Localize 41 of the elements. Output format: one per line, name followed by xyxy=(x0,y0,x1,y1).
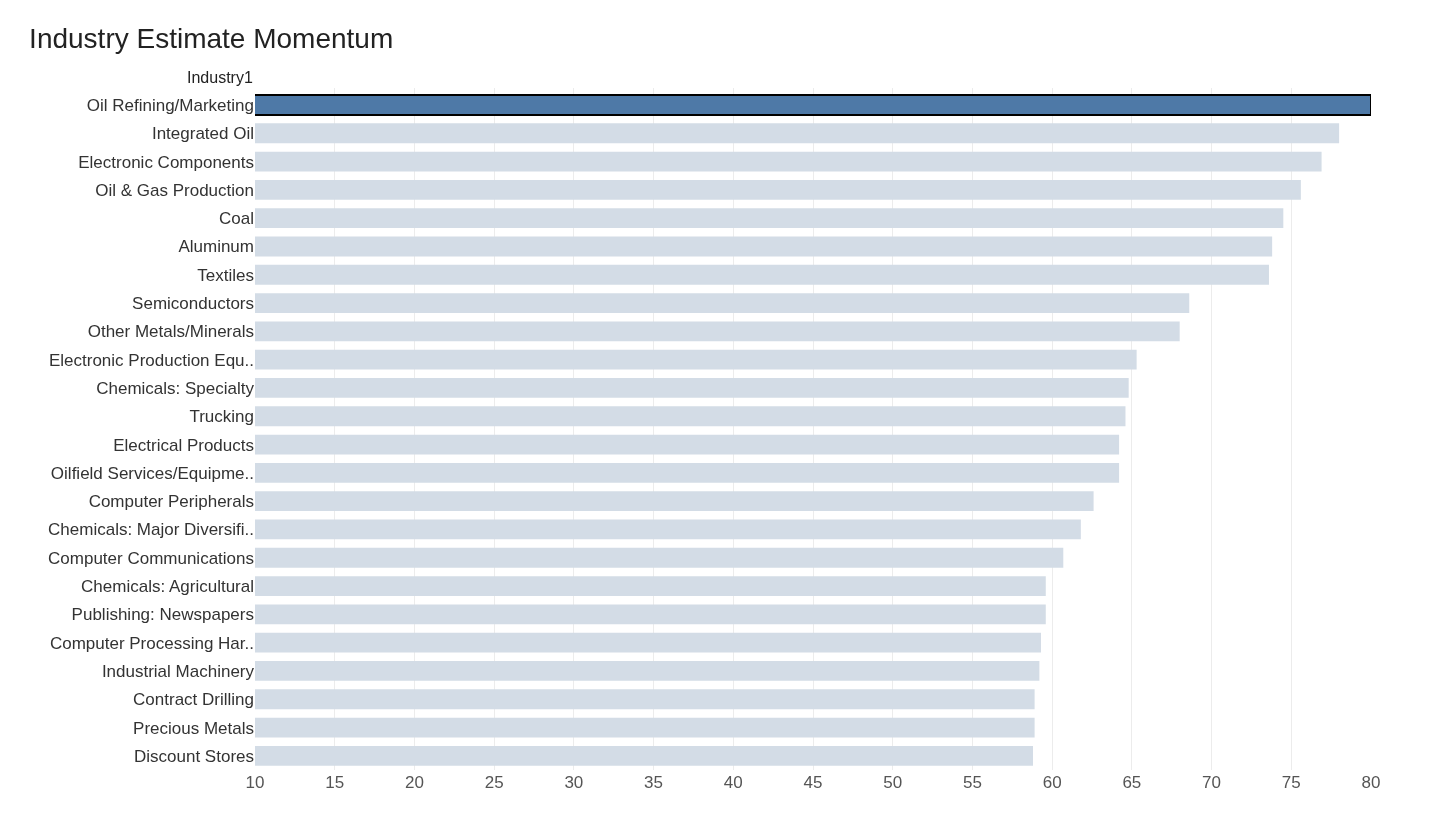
y-tick-label: Other Metals/Minerals xyxy=(87,322,254,342)
chart-title: Industry Estimate Momentum xyxy=(29,23,394,55)
y-tick-label: Semiconductors xyxy=(132,294,254,314)
y-tick-label: Trucking xyxy=(189,407,254,427)
y-tick-label: Discount Stores xyxy=(134,746,254,766)
y-tick-label: Computer Peripherals xyxy=(88,492,254,512)
y-tick-label: Chemicals: Major Diversifi.. xyxy=(48,520,254,540)
y-tick-label: Coal xyxy=(219,209,254,229)
y-tick-label: Oil & Gas Production xyxy=(95,180,254,200)
y-tick-label: Textiles xyxy=(197,265,254,285)
x-tick-label: 65 xyxy=(1122,773,1142,792)
y-tick-label: Computer Communications xyxy=(48,548,254,568)
y-tick-label: Oil Refining/Marketing xyxy=(86,95,254,115)
y-tick-label: Computer Processing Har.. xyxy=(49,633,254,653)
x-tick-label: 25 xyxy=(484,773,504,792)
x-tick-label: 30 xyxy=(564,773,584,792)
x-tick-label: 20 xyxy=(404,773,424,792)
x-tick-label: 10 xyxy=(245,773,265,792)
x-tick-label: 40 xyxy=(723,773,743,792)
y-tick-label: Publishing: Newspapers xyxy=(71,605,254,625)
y-axis-title: Industry1 xyxy=(187,69,253,86)
y-tick-label: Oilfield Services/Equipme.. xyxy=(50,463,254,483)
x-tick-label: 60 xyxy=(1042,773,1062,792)
y-tick-label: Industrial Machinery xyxy=(101,661,255,681)
x-tick-label: 45 xyxy=(803,773,823,792)
x-tick-label: 15 xyxy=(325,773,345,792)
y-tick-label: Chemicals: Agricultural xyxy=(81,577,254,597)
x-tick-label: 55 xyxy=(962,773,982,792)
y-tick-label: Electrical Products xyxy=(113,435,254,455)
y-tick-label: Electronic Components xyxy=(78,152,254,172)
x-tick-label: 80 xyxy=(1361,773,1381,792)
y-tick-label: Chemicals: Specialty xyxy=(96,378,255,398)
y-tick-label: Integrated Oil xyxy=(151,124,254,144)
y-tick-label: Electronic Production Equ.. xyxy=(48,350,254,370)
x-tick-label: 75 xyxy=(1281,773,1301,792)
x-tick-label: 35 xyxy=(644,773,664,792)
y-tick-label: Aluminum xyxy=(178,237,254,257)
x-tick-label: 50 xyxy=(883,773,903,792)
y-tick-label: Contract Drilling xyxy=(133,690,254,710)
x-tick-label: 70 xyxy=(1202,773,1222,792)
y-tick-label: Precious Metals xyxy=(133,718,254,738)
